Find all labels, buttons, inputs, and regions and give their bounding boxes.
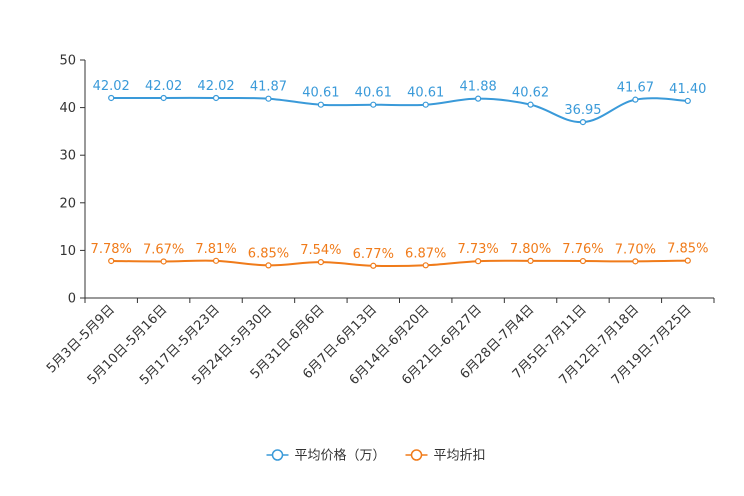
data-point[interactable]	[632, 258, 639, 265]
data-point[interactable]	[632, 96, 639, 103]
legend-item[interactable]: 平均折扣	[405, 449, 486, 464]
data-label: 36.95	[564, 103, 601, 118]
data-label: 40.61	[407, 86, 444, 101]
data-point[interactable]	[212, 257, 220, 264]
data-point[interactable]	[422, 101, 429, 108]
data-label: 7.76%	[562, 242, 603, 257]
legend-marker-icon	[410, 449, 423, 461]
legend-marker-icon	[271, 449, 284, 461]
data-label: 7.67%	[143, 242, 184, 257]
data-point[interactable]	[160, 94, 167, 102]
y-tick-label: 30	[59, 149, 76, 164]
data-point[interactable]	[108, 94, 115, 102]
chart-axes: 010203040505月3日-5月9日5月10日-5月16日5月17日-5月2…	[44, 54, 715, 388]
data-point[interactable]	[579, 257, 587, 265]
data-label: 7.85%	[667, 242, 708, 257]
data-label: 7.73%	[457, 242, 498, 257]
series-line	[111, 96, 688, 124]
chart-legend: 平均价格（万） 平均折扣	[266, 448, 486, 464]
data-label: 42.02	[145, 79, 182, 94]
data-point[interactable]	[422, 262, 429, 269]
data-point[interactable]	[317, 101, 324, 108]
data-label: 6.87%	[405, 246, 446, 261]
data-label: 41.67	[617, 81, 654, 96]
data-point[interactable]	[108, 257, 115, 265]
data-point[interactable]	[317, 259, 324, 266]
data-point[interactable]	[684, 257, 691, 264]
data-label: 7.81%	[195, 242, 236, 257]
data-label: 42.02	[93, 79, 130, 94]
data-point[interactable]	[684, 97, 691, 105]
data-point[interactable]	[160, 258, 167, 265]
data-label: 40.61	[302, 86, 339, 101]
series-2: 7.78% 7.67% 7.81% 6.85% 7.54% 6.77% 6.87% 7.73%…	[91, 242, 708, 269]
data-point[interactable]	[527, 101, 534, 108]
data-label: 6.85%	[248, 246, 289, 261]
y-tick-label: 0	[68, 292, 76, 307]
data-point[interactable]	[370, 262, 377, 269]
data-label: 42.02	[197, 79, 234, 94]
data-point[interactable]	[265, 95, 272, 102]
legend-label: 平均折扣	[434, 449, 486, 464]
y-tick-label: 10	[59, 244, 76, 259]
chart-series: 42.02 42.02 42.02 41.87 40.61 40.61 40.61 41.88…	[91, 79, 708, 269]
data-point[interactable]	[527, 257, 534, 264]
data-label: 41.87	[250, 80, 287, 95]
data-label: 40.61	[355, 86, 392, 101]
data-label: 41.40	[669, 82, 706, 97]
data-label: 41.88	[460, 80, 497, 95]
data-label: 7.70%	[615, 242, 656, 257]
data-point[interactable]	[475, 258, 482, 265]
data-point[interactable]	[370, 101, 377, 108]
y-tick-label: 40	[59, 101, 76, 116]
data-point[interactable]	[579, 119, 587, 126]
data-label: 7.80%	[510, 242, 551, 257]
data-label: 40.62	[512, 86, 549, 101]
y-tick-label: 20	[59, 196, 76, 211]
data-point[interactable]	[212, 94, 220, 102]
y-tick-label: 50	[59, 54, 76, 69]
series-1: 42.02 42.02 42.02 41.87 40.61 40.61 40.61 41.88…	[93, 79, 706, 126]
legend-label: 平均价格（万）	[295, 448, 386, 464]
data-label: 7.78%	[91, 242, 132, 257]
series-line	[111, 259, 688, 268]
data-label: 6.77%	[353, 247, 394, 262]
legend-item[interactable]: 平均价格（万）	[266, 448, 386, 464]
data-label: 7.54%	[300, 243, 341, 258]
data-point[interactable]	[475, 95, 482, 102]
data-point[interactable]	[265, 262, 272, 269]
